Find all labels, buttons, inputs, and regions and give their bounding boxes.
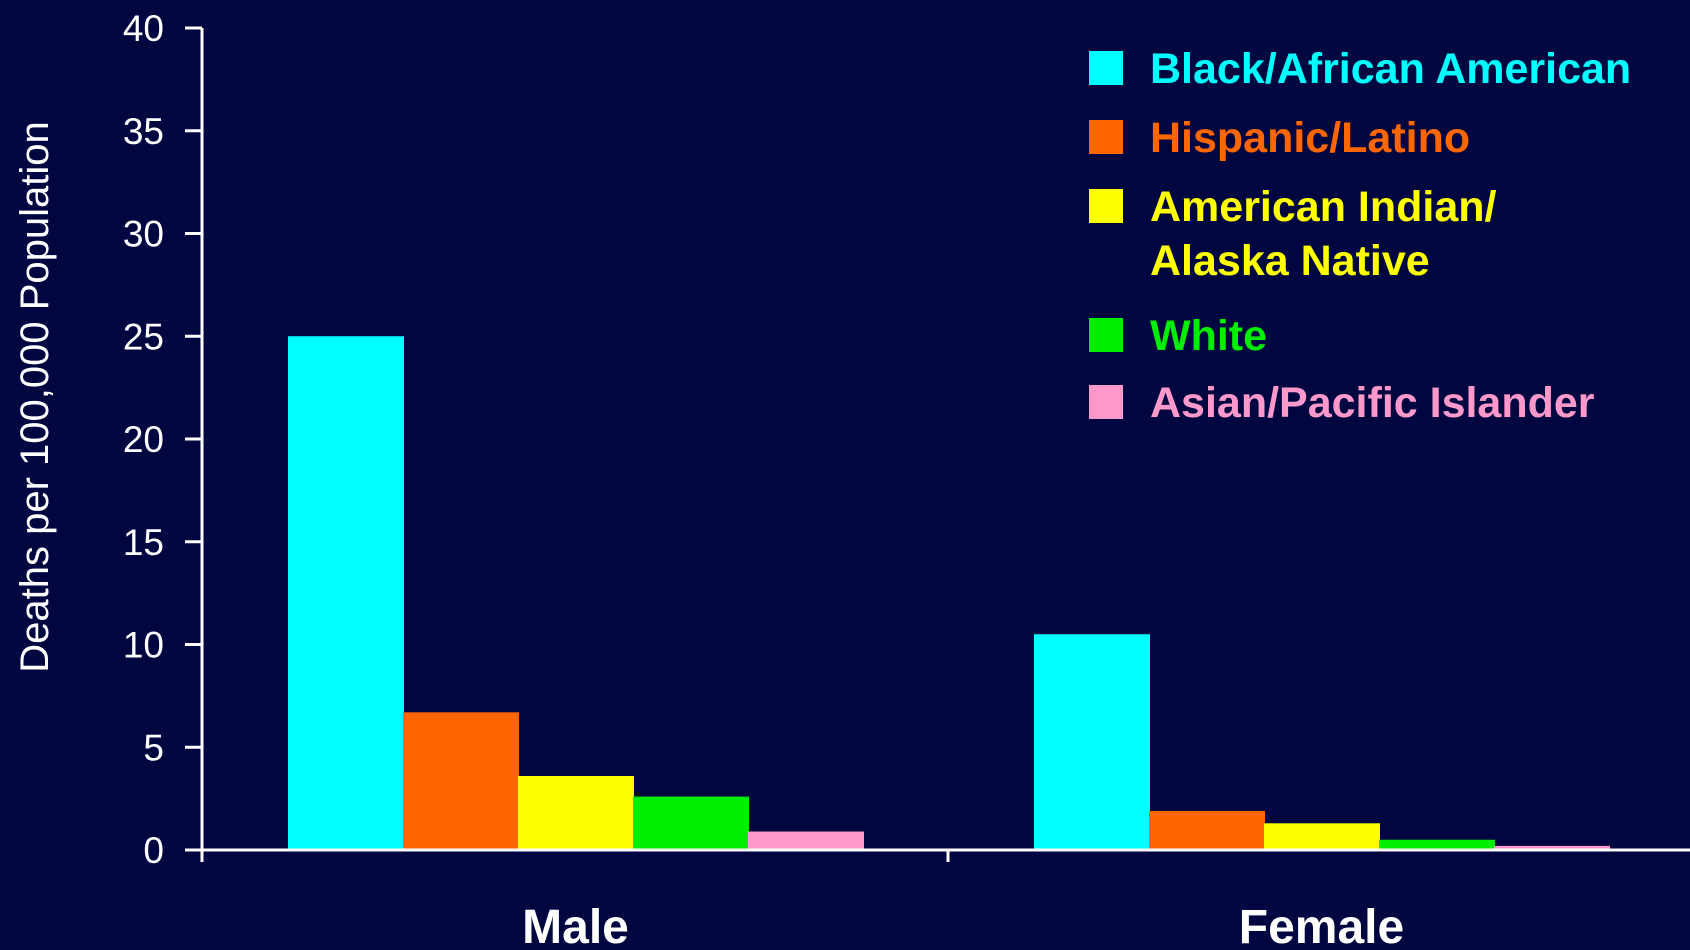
bar <box>1264 823 1380 850</box>
legend-label: Asian/Pacific Islander <box>1150 379 1595 427</box>
bar <box>1494 845 1610 850</box>
bar <box>748 831 864 850</box>
legend-swatch <box>1089 51 1123 85</box>
bar <box>403 712 519 850</box>
legend-label: Hispanic/Latino <box>1150 114 1470 162</box>
legend-swatch <box>1089 120 1123 154</box>
legend-swatch <box>1089 385 1123 419</box>
bars-group <box>288 336 1610 850</box>
bar <box>288 336 404 850</box>
y-tick-label: 35 <box>123 111 164 152</box>
y-tick-label: 5 <box>143 727 164 768</box>
y-tick-label: 15 <box>123 522 164 563</box>
y-tick-label: 0 <box>143 830 164 871</box>
bar <box>518 776 634 850</box>
bar <box>1379 839 1495 850</box>
legend-label: White <box>1150 312 1267 360</box>
bar <box>1034 634 1150 850</box>
legend-label: American Indian/ <box>1150 183 1497 231</box>
legend-swatch <box>1089 189 1123 223</box>
x-category-label: Male <box>522 901 629 950</box>
y-axis: 0 5 10 15 20 25 30 35 40 <box>123 8 204 871</box>
legend-label: Alaska Native <box>1150 237 1430 285</box>
legend-swatch <box>1089 318 1123 352</box>
y-tick-label: 25 <box>123 316 164 357</box>
x-category-label: Female <box>1239 901 1404 950</box>
legend: Black/African American Hispanic/Latino Ame… <box>1089 45 1631 427</box>
y-tick-label: 20 <box>123 419 164 460</box>
y-tick-label: 10 <box>123 625 164 666</box>
bar <box>1149 810 1265 850</box>
legend-label: Black/African American <box>1150 45 1631 93</box>
bar <box>633 796 749 850</box>
y-axis-label: Deaths per 100,000 Population <box>13 121 57 673</box>
x-axis: Male Female <box>202 848 1690 950</box>
y-tick-label: 30 <box>123 214 164 255</box>
y-tick-label: 40 <box>123 8 164 49</box>
